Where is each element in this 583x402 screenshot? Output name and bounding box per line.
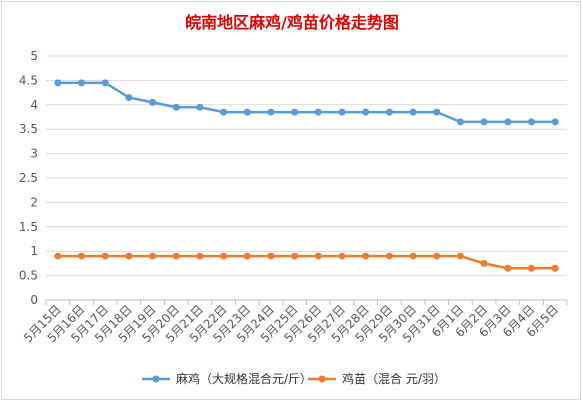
y-tick-label: 3.5 bbox=[19, 122, 38, 136]
data-point bbox=[480, 259, 488, 267]
data-point bbox=[385, 108, 393, 116]
data-point bbox=[504, 118, 512, 126]
x-axis: 5月15日5月16日5月17日5月18日5月19日5月20日5月21日5月22日… bbox=[21, 300, 568, 345]
legend-swatch-marker bbox=[152, 375, 160, 383]
data-point bbox=[314, 108, 322, 116]
y-tick-label: 1.5 bbox=[19, 220, 38, 234]
series-line-2 bbox=[57, 254, 556, 270]
legend-label: 鸡苗（混合 元/羽） bbox=[342, 371, 446, 386]
data-point bbox=[291, 108, 299, 116]
data-point bbox=[480, 118, 488, 126]
data-point bbox=[527, 118, 535, 126]
data-point bbox=[362, 252, 370, 260]
data-point bbox=[149, 98, 157, 106]
data-point bbox=[101, 252, 109, 260]
data-point bbox=[338, 108, 346, 116]
data-point bbox=[243, 108, 251, 116]
data-point bbox=[101, 79, 109, 87]
data-point bbox=[338, 252, 346, 260]
data-point bbox=[149, 252, 157, 260]
data-point bbox=[433, 108, 441, 116]
data-point bbox=[220, 108, 228, 116]
legend: 麻鸡（大规格混合元/斤） 鸡苗（混合 元/羽） bbox=[142, 371, 446, 386]
gridlines bbox=[46, 55, 567, 301]
data-point bbox=[243, 252, 251, 260]
plot-area bbox=[54, 79, 559, 272]
data-point bbox=[172, 252, 180, 260]
y-tick-label: 4 bbox=[30, 98, 38, 112]
data-point bbox=[385, 252, 393, 260]
chart-title: 皖南地区麻鸡/鸡苗价格走势图 bbox=[185, 13, 399, 32]
y-tick-label: 3 bbox=[30, 147, 38, 161]
y-tick-label: 4.5 bbox=[19, 73, 38, 87]
data-point bbox=[220, 252, 228, 260]
data-point bbox=[196, 103, 204, 111]
data-point bbox=[314, 252, 322, 260]
data-point bbox=[456, 252, 464, 260]
y-tick-label: 5 bbox=[30, 49, 38, 63]
legend-swatch-marker bbox=[318, 375, 326, 383]
data-point bbox=[527, 264, 535, 272]
y-tick-label: 2 bbox=[30, 195, 38, 209]
data-point bbox=[125, 93, 133, 101]
y-axis: 0 0.5 1 1.5 2 2.5 3 3.5 4 4.5 5 bbox=[19, 49, 38, 307]
data-point bbox=[125, 252, 133, 260]
data-point bbox=[291, 252, 299, 260]
data-point bbox=[78, 252, 86, 260]
data-point bbox=[78, 79, 86, 87]
data-point bbox=[54, 252, 62, 260]
data-point bbox=[504, 264, 512, 272]
data-point bbox=[172, 103, 180, 111]
y-tick-label: 0.5 bbox=[19, 269, 38, 283]
series-line-1 bbox=[57, 81, 556, 124]
y-tick-label: 2.5 bbox=[19, 171, 38, 185]
data-point bbox=[551, 264, 559, 272]
data-point bbox=[433, 252, 441, 260]
y-tick-label: 0 bbox=[30, 293, 38, 307]
data-point bbox=[409, 108, 417, 116]
legend-label: 麻鸡（大规格混合元/斤） bbox=[176, 371, 312, 386]
data-point bbox=[267, 108, 275, 116]
data-point bbox=[196, 252, 204, 260]
data-point bbox=[551, 118, 559, 126]
data-point bbox=[267, 252, 275, 260]
data-point bbox=[54, 79, 62, 87]
data-point bbox=[456, 118, 464, 126]
data-point bbox=[409, 252, 417, 260]
y-tick-label: 1 bbox=[30, 244, 38, 258]
data-point bbox=[362, 108, 370, 116]
